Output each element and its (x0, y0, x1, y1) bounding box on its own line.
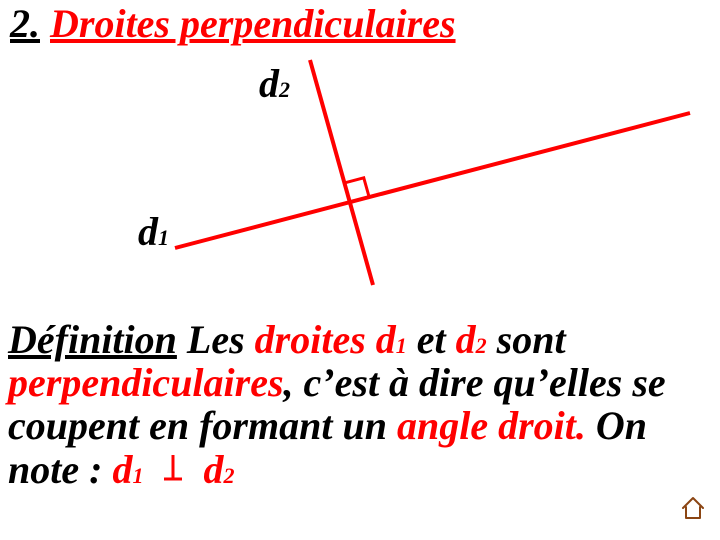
perpendicular-diagram: d1 d2 (0, 50, 720, 300)
section-title-text: Droites perpendiculaires (50, 1, 456, 46)
def-n-d1-sub: 1 (132, 463, 143, 488)
diagram-svg (0, 50, 720, 300)
section-title: 2. Droites perpendiculaires (10, 2, 456, 45)
def-d2-sub: 2 (476, 333, 487, 358)
def-perpendiculaires: perpendiculaires (8, 360, 284, 405)
def-angle-droit: angle droit. (397, 403, 586, 448)
def-t1: Les (177, 317, 255, 362)
def-d2: d2 (456, 317, 487, 362)
def-droites-d1: droites d1 (255, 317, 407, 362)
label-d1: d1 (138, 208, 169, 255)
def-notation-d1: d1 (112, 447, 143, 492)
def-n-d2-var: d (203, 447, 223, 492)
def-n-d2-sub: 2 (223, 463, 234, 488)
def-notation-d2: d2 (203, 447, 234, 492)
perp-symbol (153, 448, 193, 491)
definition-text: Définition Les droites d1 et d2 sont per… (8, 318, 712, 491)
def-n-d1-var: d (112, 447, 132, 492)
home-icon[interactable] (680, 495, 706, 526)
section-number: 2. (10, 1, 40, 46)
label-d2-var: d (259, 61, 279, 106)
def-t3: et (407, 317, 456, 362)
slide: 2. Droites perpendiculaires d1 d2 Défini… (0, 0, 720, 540)
label-d2-sub: 2 (279, 77, 290, 102)
def-d1-sub: 1 (396, 333, 407, 358)
label-d1-sub: 1 (158, 225, 169, 250)
def-d2-var: d (456, 317, 476, 362)
def-d1-word: droites d (255, 317, 396, 362)
def-t5: sont (487, 317, 566, 362)
definition-label: Définition (8, 317, 177, 362)
label-d1-var: d (138, 209, 158, 254)
label-d2: d2 (259, 60, 290, 107)
